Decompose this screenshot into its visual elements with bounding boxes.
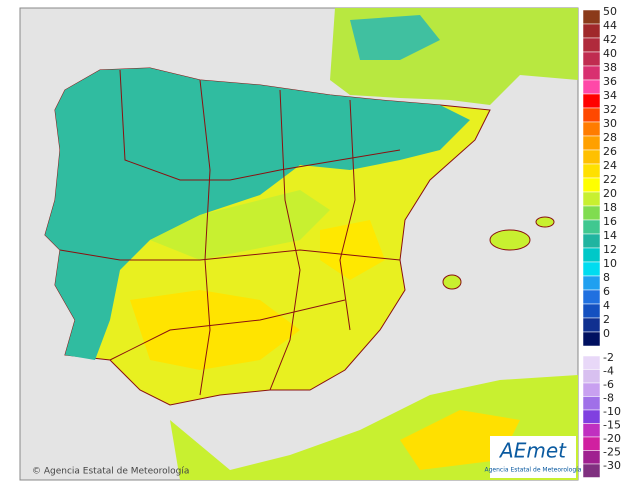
legend-swatch	[582, 331, 601, 347]
legend-label: 32	[603, 103, 617, 116]
legend-swatch	[582, 121, 601, 137]
south-warm	[130, 290, 300, 370]
legend-swatch	[582, 135, 601, 151]
legend-label: 42	[603, 33, 617, 46]
legend-swatch	[582, 37, 601, 53]
legend-label: 18	[603, 201, 617, 214]
legend-label: 28	[603, 131, 617, 144]
legend-label: -2	[603, 351, 614, 364]
legend-swatch	[582, 396, 601, 411]
legend-swatch	[582, 205, 601, 221]
legend-swatch	[582, 233, 601, 249]
legend-swatch	[582, 463, 601, 478]
logo-subtitle: Agencia Estatal de Meteorología	[485, 467, 582, 474]
legend-label: 6	[603, 285, 610, 298]
legend-swatch	[582, 409, 601, 424]
legend-swatch	[582, 261, 601, 277]
legend-label: -6	[603, 378, 614, 391]
legend-label: 16	[603, 215, 617, 228]
legend-swatch	[582, 317, 601, 333]
legend-label: 20	[603, 187, 617, 200]
center-mild	[150, 190, 330, 260]
legend-swatch	[582, 436, 601, 451]
legend-swatch	[582, 177, 601, 193]
legend-swatch	[582, 93, 601, 109]
legend-label: 30	[603, 117, 617, 130]
legend-label: 12	[603, 243, 617, 256]
legend-swatch	[582, 191, 601, 207]
legend-swatch	[582, 51, 601, 67]
mallorca	[489, 229, 531, 251]
legend-label: 24	[603, 159, 617, 172]
legend-label: 4	[603, 299, 610, 312]
legend-swatch	[582, 423, 601, 438]
legend-label: -20	[603, 432, 621, 445]
legend-label: -4	[603, 365, 614, 378]
legend-label: 36	[603, 75, 617, 88]
legend-label: 44	[603, 19, 617, 32]
north-cool	[45, 68, 470, 360]
legend-label: -25	[603, 446, 621, 459]
legend-swatch	[582, 219, 601, 235]
legend-label: -30	[603, 459, 621, 472]
legend-label: 2	[603, 313, 610, 326]
legend-label: 10	[603, 257, 617, 270]
legend-label: 50	[603, 5, 617, 18]
legend-label: 8	[603, 271, 610, 284]
legend-swatch	[582, 163, 601, 179]
legend-swatch	[582, 355, 601, 370]
legend-swatch	[582, 382, 601, 397]
copyright: © Agencia Estatal de Meteorología	[32, 467, 189, 477]
legend: 5044424038363432302826242220181614121086…	[582, 5, 621, 478]
legend-label: 0	[603, 327, 610, 340]
legend-swatch	[582, 23, 601, 39]
legend-swatch	[582, 303, 601, 319]
borders	[59, 69, 401, 396]
legend-label: -10	[603, 405, 621, 418]
legend-swatch	[582, 450, 601, 465]
legend-label: 14	[603, 229, 617, 242]
legend-label: -15	[603, 419, 621, 432]
legend-swatch	[582, 247, 601, 263]
logo-box	[490, 436, 576, 478]
legend-swatch	[582, 107, 601, 123]
legend-swatch	[582, 369, 601, 384]
legend-label: 22	[603, 173, 617, 186]
legend-swatch	[582, 289, 601, 305]
logo: AEmet	[498, 439, 567, 463]
legend-swatch	[582, 9, 601, 25]
legend-swatch	[582, 79, 601, 95]
legend-swatch	[582, 149, 601, 165]
legend-swatch	[582, 65, 601, 81]
legend-label: 34	[603, 89, 617, 102]
ibiza	[442, 274, 462, 290]
france-cool	[350, 15, 440, 60]
legend-label: 40	[603, 47, 617, 60]
legend-label: 26	[603, 145, 617, 158]
east-warm	[320, 220, 385, 280]
menorca	[535, 216, 555, 228]
legend-swatch	[582, 275, 601, 291]
map	[44, 8, 578, 480]
legend-label: -8	[603, 392, 614, 405]
legend-label: 38	[603, 61, 617, 74]
